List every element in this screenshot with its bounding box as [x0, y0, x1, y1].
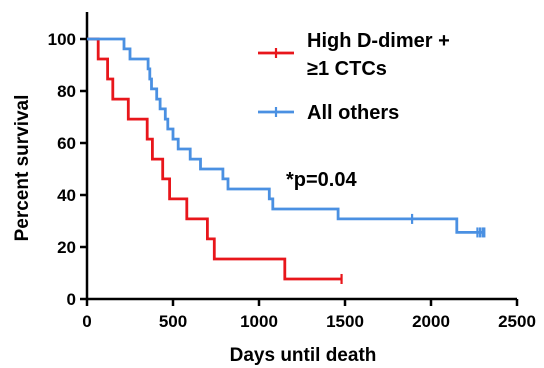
y-tick-label: 20: [57, 238, 76, 257]
y-tick-label: 40: [57, 186, 76, 205]
y-axis-label: Percent survival: [12, 95, 33, 242]
x-tick-label: 1000: [240, 312, 278, 331]
x-axis: 0 500 1000 1500 2000 2500: [82, 297, 536, 331]
y-axis: 0 20 40 60 80 100: [48, 12, 89, 309]
x-tick-label: 500: [159, 312, 187, 331]
legend-label-0: ≥1 CTCs: [307, 58, 387, 80]
x-axis-label: Days until death: [230, 345, 377, 366]
series-line-0: [87, 37, 342, 281]
legend-label-1: All others: [307, 102, 399, 124]
y-tick-label: 0: [67, 290, 76, 309]
y-tick-label: 80: [57, 82, 76, 101]
series-layer: [87, 37, 486, 284]
series-line-1: [87, 37, 485, 234]
x-tick-label: 2000: [412, 312, 450, 331]
p-value-annotation: *p=0.04: [286, 169, 357, 191]
x-tick-label: 2500: [498, 312, 536, 331]
legend: High D-dimer + ≥1 CTCs All others: [258, 30, 450, 124]
y-tick-label: 60: [57, 134, 76, 153]
x-tick-label: 0: [82, 312, 91, 331]
y-tick-label: 100: [48, 30, 76, 49]
legend-label-0: High D-dimer +: [307, 30, 450, 52]
x-tick-label: 1500: [326, 312, 364, 331]
